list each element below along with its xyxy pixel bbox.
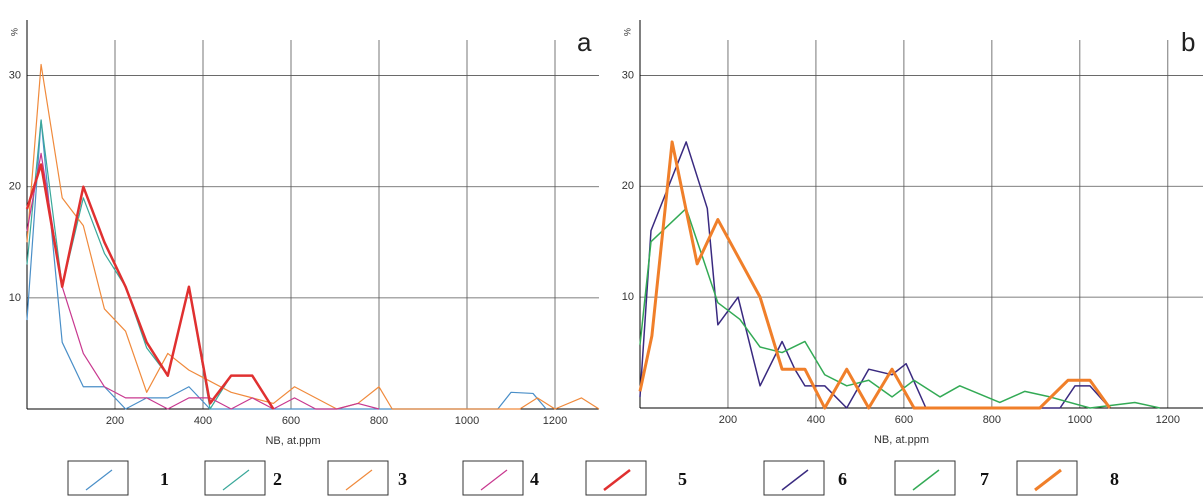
panel-label: b <box>1181 27 1195 57</box>
x-axis-label: NB, at.ppm <box>874 434 929 446</box>
panel-label: a <box>577 27 592 57</box>
y-tick-label: 20 <box>622 180 634 192</box>
y-axis-label: % <box>9 28 19 36</box>
legend-box <box>763 460 825 496</box>
data-line <box>25 163 275 410</box>
x-tick-label: 600 <box>282 415 300 427</box>
x-tick-label: 1000 <box>455 415 479 427</box>
x-tick-label: 400 <box>194 415 212 427</box>
legend-label: 2 <box>273 469 282 489</box>
legend-label: 1 <box>160 469 169 489</box>
legend-swatch <box>603 469 631 491</box>
legend-label: 7 <box>980 469 989 489</box>
data-line <box>26 63 600 410</box>
data-line <box>26 119 547 410</box>
x-tick-label: 1200 <box>1156 414 1180 426</box>
legend-label: 3 <box>398 469 407 489</box>
legend-swatch <box>781 469 809 491</box>
legend-label: 5 <box>678 469 687 489</box>
legend-box <box>1016 460 1078 496</box>
legend-swatch <box>1034 468 1062 492</box>
y-axis-label: % <box>622 28 632 36</box>
y-tick-label: 20 <box>9 181 21 193</box>
legend-box <box>67 460 129 496</box>
legend-box <box>585 460 647 496</box>
y-tick-label: 30 <box>622 69 634 81</box>
x-tick-label: 800 <box>983 414 1001 426</box>
legend-box <box>204 460 266 496</box>
data-line <box>26 119 274 410</box>
data-line <box>639 141 1111 409</box>
legend-swatch <box>480 469 508 491</box>
data-line <box>26 152 380 410</box>
x-axis-label: NB, at.ppm <box>265 435 320 447</box>
x-tick-label: 800 <box>370 415 388 427</box>
y-tick-label: 30 <box>9 69 21 81</box>
legend-swatch <box>912 469 940 491</box>
legend-label: 4 <box>530 469 539 489</box>
legend-box <box>327 460 389 496</box>
x-tick-label: 1200 <box>543 415 567 427</box>
y-tick-label: 10 <box>9 292 21 304</box>
x-tick-label: 600 <box>895 414 913 426</box>
legend-swatch <box>345 469 373 491</box>
x-tick-label: 200 <box>719 414 737 426</box>
legend-label: 6 <box>838 469 847 489</box>
x-tick-label: 400 <box>807 414 825 426</box>
legend-label: 8 <box>1110 469 1119 489</box>
x-tick-label: 200 <box>106 415 124 427</box>
data-line <box>639 207 1161 409</box>
legend-box <box>462 460 524 496</box>
legend-swatch <box>222 469 250 491</box>
legend-box <box>894 460 956 496</box>
data-line <box>638 140 1111 410</box>
x-tick-label: 1000 <box>1068 414 1092 426</box>
legend-swatch <box>85 469 113 491</box>
y-tick-label: 10 <box>622 291 634 303</box>
